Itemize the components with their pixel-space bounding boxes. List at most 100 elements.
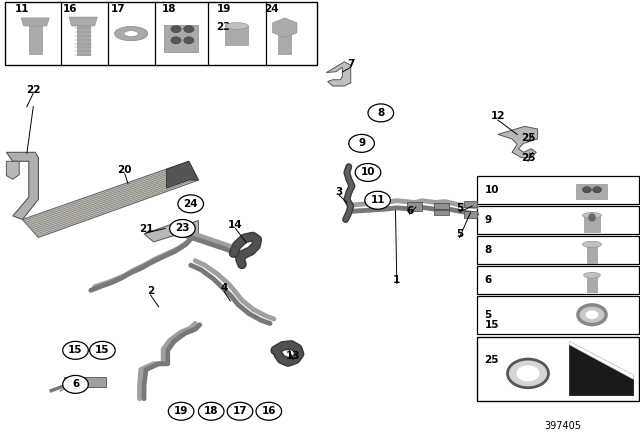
Bar <box>477 236 639 264</box>
Text: 12: 12 <box>491 112 505 121</box>
Ellipse shape <box>115 26 148 41</box>
Polygon shape <box>570 345 634 396</box>
Circle shape <box>508 359 548 388</box>
Text: 11: 11 <box>15 4 29 14</box>
Text: 17: 17 <box>111 4 125 14</box>
Polygon shape <box>22 161 198 237</box>
Text: 16: 16 <box>262 406 276 416</box>
Circle shape <box>90 341 115 359</box>
Bar <box>477 206 639 234</box>
Text: 19: 19 <box>174 406 188 416</box>
Bar <box>164 25 198 52</box>
Circle shape <box>63 341 88 359</box>
Text: 9: 9 <box>484 215 492 225</box>
Text: 17: 17 <box>233 406 247 416</box>
Text: 9: 9 <box>358 138 365 148</box>
Circle shape <box>227 402 253 420</box>
Text: 25: 25 <box>521 153 535 163</box>
Text: 7: 7 <box>347 59 355 69</box>
Circle shape <box>355 164 381 181</box>
Circle shape <box>586 310 598 319</box>
Circle shape <box>593 186 602 193</box>
Text: 25: 25 <box>484 355 499 365</box>
Text: 18: 18 <box>162 4 177 14</box>
Text: 5: 5 <box>456 229 463 239</box>
Text: 19: 19 <box>216 4 230 14</box>
Polygon shape <box>21 18 49 26</box>
Circle shape <box>170 220 195 237</box>
Circle shape <box>198 402 224 420</box>
Text: 5: 5 <box>484 310 492 320</box>
Circle shape <box>184 37 194 44</box>
Polygon shape <box>166 161 198 188</box>
Bar <box>477 176 639 204</box>
Circle shape <box>256 402 282 420</box>
Text: 25: 25 <box>521 133 535 143</box>
Text: 8: 8 <box>484 245 492 255</box>
Bar <box>584 215 600 232</box>
Circle shape <box>171 26 181 33</box>
Ellipse shape <box>584 272 600 278</box>
Bar <box>5 2 317 65</box>
Text: 15: 15 <box>95 345 109 355</box>
Circle shape <box>582 186 591 193</box>
Circle shape <box>368 104 394 122</box>
Text: 10: 10 <box>361 168 375 177</box>
Text: 15: 15 <box>484 319 499 330</box>
Text: 15: 15 <box>68 345 83 355</box>
Bar <box>477 337 639 401</box>
Circle shape <box>365 191 390 209</box>
Ellipse shape <box>582 212 602 218</box>
Text: 5: 5 <box>456 203 463 213</box>
Ellipse shape <box>588 213 596 221</box>
Text: 18: 18 <box>204 406 218 416</box>
Text: 23: 23 <box>175 224 189 233</box>
Bar <box>576 185 607 199</box>
Text: 23: 23 <box>216 22 231 31</box>
Circle shape <box>578 305 606 324</box>
Text: 11: 11 <box>371 195 385 205</box>
Text: 24: 24 <box>184 199 198 209</box>
Polygon shape <box>6 152 38 220</box>
Bar <box>29 26 42 54</box>
Bar <box>464 201 477 207</box>
Text: 24: 24 <box>264 4 279 14</box>
Text: 6: 6 <box>406 206 413 215</box>
Bar <box>477 266 639 294</box>
Polygon shape <box>498 126 538 158</box>
Bar <box>225 26 248 45</box>
Text: 2: 2 <box>147 286 154 296</box>
Bar <box>587 276 597 293</box>
Text: 4: 4 <box>220 283 228 293</box>
Text: 16: 16 <box>63 4 77 14</box>
Bar <box>434 210 449 215</box>
Text: 20: 20 <box>118 165 132 175</box>
Text: 397405: 397405 <box>545 421 582 431</box>
Text: 13: 13 <box>286 351 300 361</box>
Bar <box>407 202 422 211</box>
Polygon shape <box>69 17 97 26</box>
Circle shape <box>63 375 88 393</box>
Text: 3: 3 <box>335 187 343 197</box>
Text: 22: 22 <box>26 85 40 95</box>
Bar <box>587 245 597 263</box>
Circle shape <box>184 26 194 33</box>
Polygon shape <box>144 220 198 242</box>
Ellipse shape <box>124 30 138 36</box>
Bar <box>278 28 291 54</box>
Polygon shape <box>6 161 19 179</box>
Circle shape <box>168 402 194 420</box>
Bar <box>77 26 90 55</box>
Circle shape <box>171 37 181 44</box>
Bar <box>64 377 87 387</box>
Bar <box>477 296 639 334</box>
Ellipse shape <box>582 241 602 247</box>
Bar <box>434 203 449 209</box>
Text: 8: 8 <box>377 108 385 118</box>
Circle shape <box>178 195 204 213</box>
Ellipse shape <box>225 22 248 30</box>
Polygon shape <box>326 62 351 86</box>
Polygon shape <box>273 18 297 38</box>
Circle shape <box>349 134 374 152</box>
Circle shape <box>516 366 540 382</box>
